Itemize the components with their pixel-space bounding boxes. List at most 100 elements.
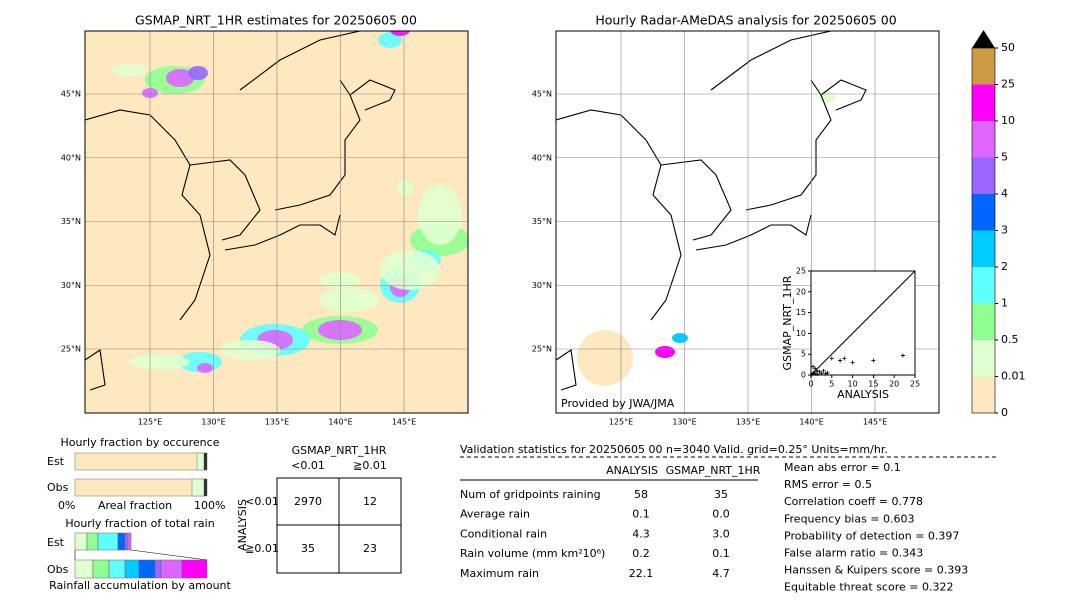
colorbar-segment (972, 157, 995, 194)
fraction-bar (74, 478, 208, 497)
rain-area (166, 69, 194, 87)
amount-title: Hourly fraction of total rain (65, 517, 214, 530)
colorbar-segment (972, 340, 995, 377)
colorbar-label: 4 (1001, 187, 1008, 200)
amount-bar (154, 559, 162, 579)
lat-label: 25°N (61, 345, 81, 354)
scatter-point (900, 353, 905, 358)
amount-caption: Rainfall accumulation by amount (49, 579, 231, 592)
axis-label: Areal fraction (98, 499, 172, 512)
coastline (695, 214, 812, 251)
analysis-area (577, 330, 633, 386)
ct-row: ≧0.01 (245, 542, 279, 555)
score: RMS error = 0.5 (784, 478, 872, 491)
lat-label: 35°N (532, 217, 552, 226)
colorbar-segment (972, 194, 995, 231)
rain-area (655, 346, 675, 358)
val-cell: 22.1 (629, 567, 654, 580)
x-axis-label: ANALYSIS (837, 388, 889, 401)
amount-bar (160, 559, 183, 579)
lon-label: 140°E (799, 418, 823, 427)
scatter-inset: 0 5 10 15 20 25 0 5 10 15 20 25 ANALYSIS GSMAP_NRT_1H… (781, 267, 920, 402)
lat-label: 30°N (532, 281, 552, 290)
fraction-bar (191, 478, 205, 497)
right-map: 45°N 40°N 35°N 30°N 25°N 125°E 130°E 135°E 140°E… (532, 30, 940, 427)
scatter-point (821, 368, 826, 373)
colorbar-label: 1 (1001, 297, 1008, 310)
coastline (710, 31, 832, 91)
colorbar: 0 0.01 0.5 1 2 3 4 5 10 25 50 (971, 30, 1026, 419)
connector (74, 549, 208, 561)
y-axis-label: GSMAP_NRT_1HR (781, 275, 794, 370)
colorbar-segment (972, 121, 995, 158)
lon-label: 125°E (609, 418, 633, 427)
y-tick-label: 20 (796, 287, 806, 296)
rain-area (397, 180, 413, 196)
colorbar-segment (972, 303, 995, 340)
x-tick-label: 5 (829, 380, 834, 389)
rain-area (112, 64, 148, 76)
axis-right: 100% (194, 499, 225, 512)
x-tick-label: 10 (848, 380, 858, 389)
lon-label: 140°E (328, 418, 352, 427)
row-label: Est (47, 536, 65, 549)
fraction-bar (204, 453, 207, 470)
rain-area (318, 320, 362, 340)
scatter-point (871, 358, 876, 363)
score: Correlation coeff = 0.778 (784, 495, 923, 508)
amount-bar (181, 559, 208, 579)
rain-area (378, 32, 402, 48)
fraction-bar (196, 452, 205, 471)
y-tick-label: 0 (801, 371, 806, 380)
val-row-label: Maximum rain (460, 567, 539, 580)
coastline (820, 79, 867, 111)
row-label: Obs (47, 481, 69, 494)
lat-label: 25°N (532, 345, 552, 354)
rain-area (188, 66, 208, 80)
colorbar-label: 0 (1001, 406, 1008, 419)
rain-area (380, 250, 440, 290)
row-label: Obs (47, 563, 69, 576)
val-row-label: Conditional rain (460, 527, 547, 540)
colorbar-segment (972, 267, 995, 304)
scatter-point (814, 368, 819, 373)
lon-label: 145°E (392, 418, 416, 427)
lon-label: 145°E (863, 418, 887, 427)
coastline (189, 159, 261, 241)
amount-bar (74, 532, 88, 551)
val-col: GSMAP_NRT_1HR (666, 464, 761, 477)
amount-bar (124, 532, 129, 551)
val-col: ANALYSIS (606, 464, 658, 477)
y-tick-label: 15 (796, 308, 806, 317)
colorbar-label: 5 (1001, 151, 1008, 164)
scatter-point (842, 356, 847, 361)
lat-label: 45°N (532, 90, 552, 99)
ct-col: ≧0.01 (353, 459, 387, 472)
map-frame (555, 30, 940, 414)
rain-area (390, 31, 410, 36)
val-cell: 35 (714, 488, 728, 501)
fraction-bar (74, 452, 208, 471)
lon-label: 130°E (672, 418, 696, 427)
lat-label: 30°N (61, 281, 81, 290)
lat-label: 45°N (61, 90, 81, 99)
row-label: Est (47, 455, 65, 468)
val-cell: 0.2 (632, 547, 650, 560)
lon-label: 135°E (265, 418, 289, 427)
val-cell: 4.3 (632, 527, 650, 540)
occurrence-title: Hourly fraction by occurence (61, 436, 220, 449)
ct-cell: 12 (363, 495, 377, 508)
map-frame (84, 30, 469, 414)
y-tick-label: 10 (796, 329, 806, 338)
ct-row: <0.01 (245, 495, 279, 508)
colorbar-label: 50 (1001, 41, 1015, 54)
amount-bar (74, 559, 94, 579)
rain-area (130, 354, 190, 370)
scatter-point (815, 372, 820, 377)
scatter-point (829, 356, 834, 361)
coastline (85, 109, 211, 321)
coastline (556, 109, 682, 321)
score: Hanssen & Kuipers score = 0.393 (784, 564, 968, 577)
colorbar-segment (972, 84, 995, 121)
lon-label: 130°E (201, 418, 225, 427)
